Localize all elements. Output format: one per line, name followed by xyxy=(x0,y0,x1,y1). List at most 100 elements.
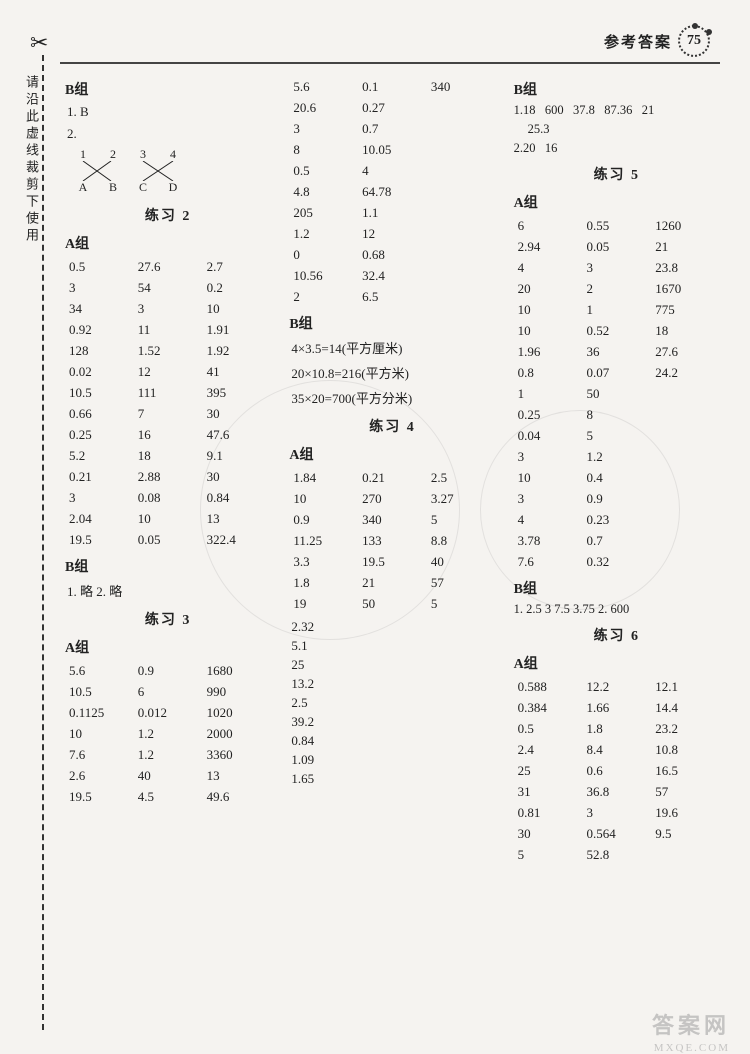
data-cell: 0.92 xyxy=(65,321,134,339)
formula-line: 4×3.5=14(平方厘米) xyxy=(289,338,495,357)
data-line: 0.84 xyxy=(289,733,495,749)
data-cell: 0.66 xyxy=(65,405,134,423)
data-row: 101775 xyxy=(514,301,720,319)
data-cell: 19.5 xyxy=(65,788,134,806)
data-cell: 50 xyxy=(358,595,427,613)
data-cell xyxy=(651,406,720,424)
exercise-2-title: 练习 2 xyxy=(65,205,271,225)
formula-line: 35×20=700(平方分米) xyxy=(289,388,495,407)
data-cell: 4 xyxy=(514,511,583,529)
data-cell xyxy=(651,511,720,529)
data-row: 5.2189.1 xyxy=(65,447,271,465)
data-cell: 24.2 xyxy=(651,364,720,382)
data-cell: 0.2 xyxy=(203,279,272,297)
data-cell: 8.4 xyxy=(582,741,651,759)
data-cell: 6 xyxy=(134,683,203,701)
content-area: B组 1. B 2. 1 2 3 4 A B xyxy=(65,75,720,1030)
data-cell: 9.5 xyxy=(651,825,720,843)
data-cell: 5 xyxy=(427,595,496,613)
data-cell: 0.52 xyxy=(582,322,651,340)
page-number: 75 xyxy=(678,25,710,57)
data-cell: 10 xyxy=(289,490,358,508)
data-cell: 8 xyxy=(582,406,651,424)
answer-line: 1. 略 2. 略 xyxy=(65,581,271,600)
data-cell: 10 xyxy=(514,322,583,340)
data-row: 2051.1 xyxy=(289,204,495,222)
data-cell: 0.4 xyxy=(582,469,651,487)
data-cell: 18 xyxy=(134,447,203,465)
data-cell: 2.88 xyxy=(134,468,203,486)
data-cell: 2 xyxy=(289,288,358,306)
data-cell: 0.02 xyxy=(65,363,134,381)
data-cell: 0.7 xyxy=(582,532,651,550)
data-cell: 10 xyxy=(514,301,583,319)
data-cell: 27.6 xyxy=(134,258,203,276)
data-cell: 0.588 xyxy=(514,678,583,696)
data-cell: 0.68 xyxy=(358,246,427,264)
data-cell: 16.5 xyxy=(651,762,720,780)
data-cell: 1 xyxy=(514,385,583,403)
data-cell: 3 xyxy=(134,300,203,318)
scissors-icon: ✂ xyxy=(30,30,48,56)
data-cell xyxy=(427,225,496,243)
data-cell: 10 xyxy=(65,725,134,743)
answer-line: 2. xyxy=(65,126,271,142)
data-cell: 2.04 xyxy=(65,510,134,528)
data-row: 0.93405 xyxy=(289,511,495,529)
data-cell xyxy=(651,846,720,864)
data-cell: 1.2 xyxy=(134,725,203,743)
data-cell: 2.4 xyxy=(514,741,583,759)
data-cell xyxy=(651,553,720,571)
data-cell: 20.6 xyxy=(289,99,358,117)
exercise-6-title: 练习 6 xyxy=(514,625,720,645)
data-cell: 21 xyxy=(358,574,427,592)
data-cell: 0.81 xyxy=(514,804,583,822)
data-row: 0.3841.6614.4 xyxy=(514,699,720,717)
data-cell: 23.2 xyxy=(651,720,720,738)
data-row: 26.5 xyxy=(289,288,495,306)
data-row: 2021670 xyxy=(514,280,720,298)
data-cell: 1.2 xyxy=(134,746,203,764)
data-cell: 19.5 xyxy=(358,553,427,571)
data-cell: 10 xyxy=(203,300,272,318)
data-row: 250.616.5 xyxy=(514,762,720,780)
data-cell xyxy=(651,490,720,508)
data-cell: 7.6 xyxy=(514,553,583,571)
data-cell: 133 xyxy=(358,532,427,550)
data-cell: 10.5 xyxy=(65,683,134,701)
data-cell: 5.2 xyxy=(65,447,134,465)
watermark-url: MXQE.COM xyxy=(654,1042,730,1054)
data-cell: 775 xyxy=(651,301,720,319)
data-cell: 0.384 xyxy=(514,699,583,717)
data-cell: 4 xyxy=(358,162,427,180)
data-cell: 18 xyxy=(651,322,720,340)
data-cell: 0.1125 xyxy=(65,704,134,722)
data-cell xyxy=(651,448,720,466)
group-a-label: A组 xyxy=(514,653,720,673)
data-row: 0.80.0724.2 xyxy=(514,364,720,382)
formula-line: 20×10.8=216(平方米) xyxy=(289,363,495,382)
data-row: 30.9 xyxy=(514,490,720,508)
data-cell: 0.08 xyxy=(134,489,203,507)
data-cell: 21 xyxy=(651,238,720,256)
data-row: 0.021241 xyxy=(65,363,271,381)
data-row: 0.212.8830 xyxy=(65,468,271,486)
data-cell: 36 xyxy=(582,343,651,361)
side-note: 请沿此虚线裁剪下使用 xyxy=(22,75,41,245)
data-cell: 11 xyxy=(134,321,203,339)
data-cell: 1.52 xyxy=(134,342,203,360)
data-cell xyxy=(427,288,496,306)
data-cell xyxy=(651,427,720,445)
data-cell: 36.8 xyxy=(582,783,651,801)
data-row: 0.251647.6 xyxy=(65,426,271,444)
data-row: 100.5218 xyxy=(514,322,720,340)
data-cell: 0.07 xyxy=(582,364,651,382)
data-cell: 6 xyxy=(514,217,583,235)
group-a-label: A组 xyxy=(514,192,720,212)
data-cell: 0.05 xyxy=(134,531,203,549)
data-cell: 3.78 xyxy=(514,532,583,550)
data-cell: 2.94 xyxy=(514,238,583,256)
column-1: B组 1. B 2. 1 2 3 4 A B xyxy=(65,75,271,1030)
data-cell: 0.21 xyxy=(358,469,427,487)
data-cell: 1.84 xyxy=(289,469,358,487)
